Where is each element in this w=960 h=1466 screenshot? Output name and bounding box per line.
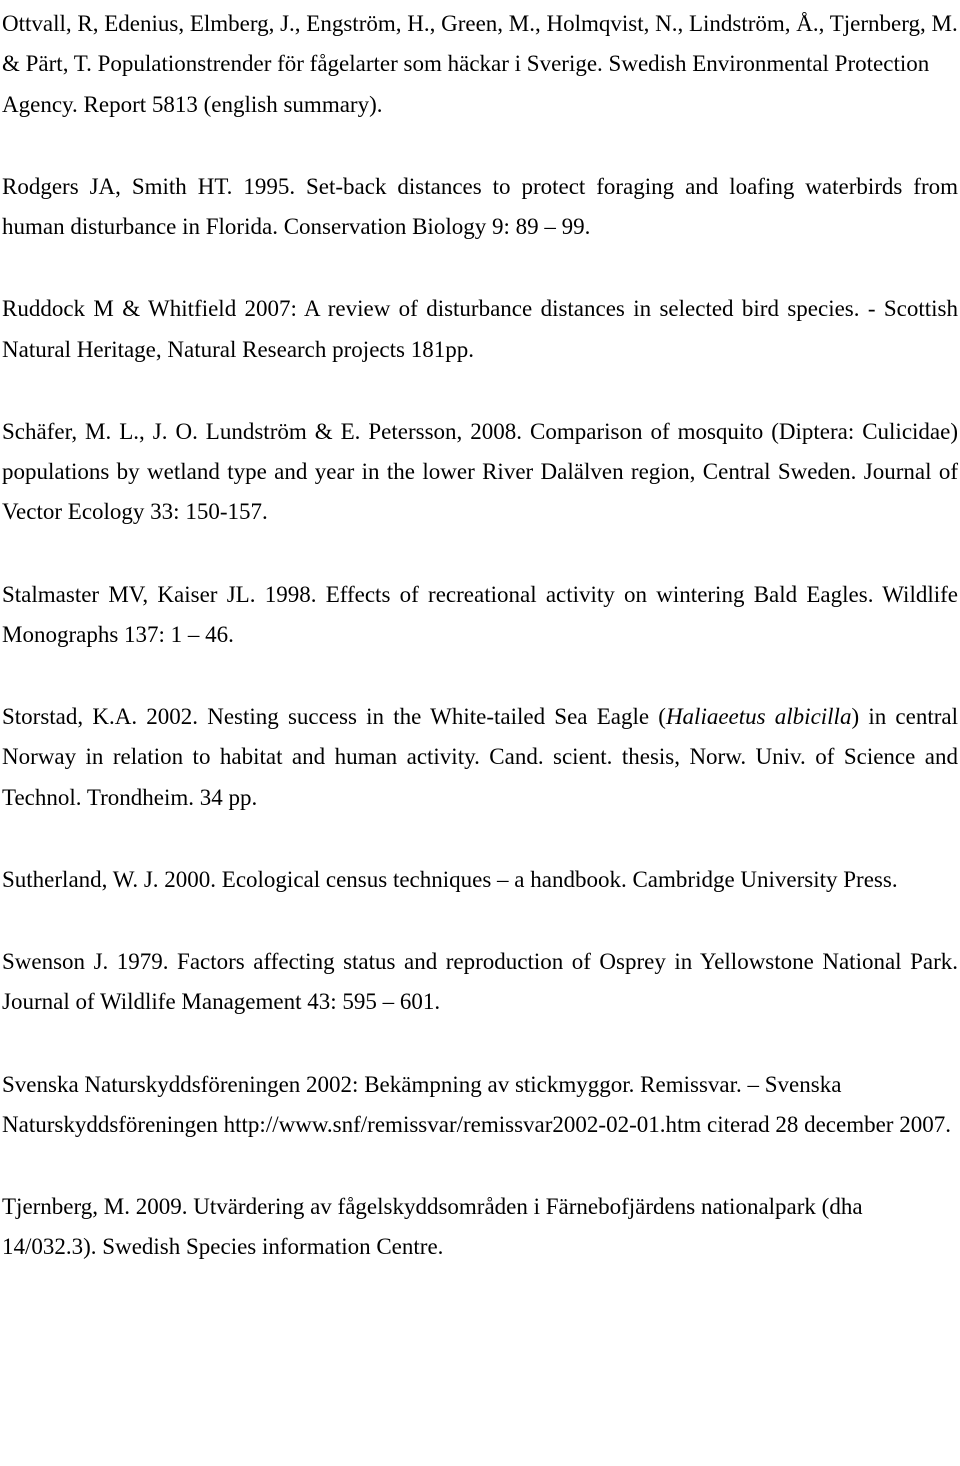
reference-entry: Schäfer, M. L., J. O. Lundström & E. Pet… xyxy=(2,412,958,533)
reference-entry: Stalmaster MV, Kaiser JL. 1998. Effects … xyxy=(2,575,958,656)
reference-entry: Svenska Naturskyddsföreningen 2002: Bekä… xyxy=(2,1065,958,1146)
reference-text: Storstad, K.A. 2002. Nesting success in … xyxy=(2,704,666,729)
reference-entry: Tjernberg, M. 2009. Utvärdering av fågel… xyxy=(2,1187,958,1268)
species-name: Haliaeetus albicilla xyxy=(666,704,852,729)
reference-entry: Rodgers JA, Smith HT. 1995. Set-back dis… xyxy=(2,167,958,248)
reference-entry: Sutherland, W. J. 2000. Ecological censu… xyxy=(2,860,958,900)
reference-entry: Swenson J. 1979. Factors affecting statu… xyxy=(2,942,958,1023)
references-list: Ottvall, R, Edenius, Elmberg, J., Engstr… xyxy=(0,4,960,1268)
reference-entry: Ruddock M & Whitfield 2007: A review of … xyxy=(2,289,958,370)
reference-entry: Ottvall, R, Edenius, Elmberg, J., Engstr… xyxy=(2,4,958,125)
reference-entry: Storstad, K.A. 2002. Nesting success in … xyxy=(2,697,958,818)
